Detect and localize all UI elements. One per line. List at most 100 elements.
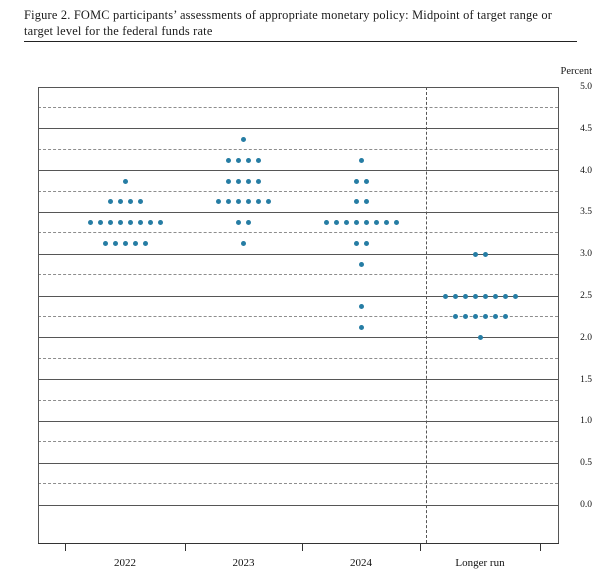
fomc-dot bbox=[472, 251, 478, 257]
fomc-dot bbox=[117, 199, 123, 205]
y-axis-tick-label: 4.5 bbox=[580, 123, 592, 134]
gridline-dashed bbox=[38, 232, 558, 234]
fomc-dot bbox=[97, 220, 103, 226]
gridline-solid bbox=[38, 420, 558, 422]
gridline-dashed bbox=[38, 190, 558, 192]
x-axis-category-label: 2022 bbox=[114, 557, 136, 569]
fomc-dot bbox=[157, 220, 163, 226]
fomc-dot bbox=[226, 178, 231, 184]
fomc-dot bbox=[87, 220, 93, 226]
gridline-solid bbox=[38, 253, 558, 255]
fomc-dot bbox=[477, 335, 483, 341]
fomc-dot bbox=[358, 303, 364, 309]
fomc-dot bbox=[246, 178, 251, 184]
fomc-dot bbox=[363, 199, 369, 205]
axis-tick bbox=[302, 544, 303, 551]
fomc-dot bbox=[383, 220, 389, 226]
fomc-dot bbox=[216, 199, 221, 205]
gridline-dashed bbox=[38, 106, 558, 108]
fomc-dot bbox=[502, 293, 508, 299]
fomc-dot bbox=[472, 314, 478, 320]
y-axis-tick-label: 0.0 bbox=[580, 500, 592, 510]
axis-tick bbox=[540, 544, 541, 551]
fomc-dot bbox=[363, 178, 369, 184]
fomc-dot bbox=[462, 314, 468, 320]
axis-bottom bbox=[38, 543, 559, 544]
fomc-dot bbox=[236, 178, 241, 184]
x-axis-category-label: 2024 bbox=[350, 557, 372, 569]
fomc-dot bbox=[462, 293, 468, 299]
y-axis-tick-label: 1.0 bbox=[580, 416, 592, 427]
longer-run-separator bbox=[426, 87, 427, 543]
fomc-dot bbox=[137, 220, 143, 226]
fomc-dot bbox=[442, 293, 448, 299]
y-axis-tick-label: 5.0 bbox=[580, 82, 592, 92]
fomc-dot bbox=[333, 220, 339, 226]
fomc-dot bbox=[512, 293, 518, 299]
gridline-dashed bbox=[38, 399, 558, 401]
gridline-solid bbox=[38, 337, 558, 339]
fomc-dot bbox=[127, 199, 133, 205]
fomc-dot bbox=[107, 199, 113, 205]
fomc-dot bbox=[102, 241, 108, 247]
axis-tick bbox=[185, 544, 186, 551]
fomc-dot bbox=[226, 199, 231, 205]
gridline-solid bbox=[38, 504, 558, 506]
fomc-dot bbox=[112, 241, 118, 247]
fomc-dot bbox=[502, 314, 508, 320]
gridline-solid bbox=[38, 379, 558, 381]
gridline-solid bbox=[38, 170, 558, 172]
gridline-solid bbox=[38, 86, 558, 88]
axis-tick bbox=[420, 544, 421, 551]
fomc-dot bbox=[236, 220, 241, 226]
fomc-dot bbox=[482, 251, 488, 257]
gridline-dashed bbox=[38, 274, 558, 276]
gridline-dashed bbox=[38, 441, 558, 443]
y-axis-tick-label: 4.0 bbox=[580, 165, 592, 176]
fomc-dot bbox=[132, 241, 138, 247]
x-axis-category-label: Longer run bbox=[455, 557, 505, 569]
y-axis-tick-label: 3.0 bbox=[580, 249, 592, 260]
fomc-dot bbox=[122, 241, 128, 247]
gridline-dashed bbox=[38, 315, 558, 317]
y-axis-tick-label: 1.5 bbox=[580, 374, 592, 385]
gridline-solid bbox=[38, 295, 558, 297]
gridline-solid bbox=[38, 211, 558, 213]
fomc-dot bbox=[353, 241, 359, 247]
fomc-dot bbox=[452, 314, 458, 320]
fomc-dot bbox=[246, 199, 251, 205]
fomc-dot bbox=[353, 220, 359, 226]
fomc-dot bbox=[358, 324, 364, 330]
gridline-dashed bbox=[38, 148, 558, 150]
figure-title: Figure 2. FOMC participants’ assessments… bbox=[24, 8, 553, 39]
fomc-dot bbox=[323, 220, 329, 226]
fomc-dot bbox=[492, 314, 498, 320]
fomc-dot bbox=[137, 199, 143, 205]
fomc-dot bbox=[122, 178, 128, 184]
fomc-dot bbox=[127, 220, 133, 226]
fomc-dot bbox=[241, 136, 246, 142]
y-axis-unit-label: Percent bbox=[560, 66, 593, 77]
fomc-dot bbox=[226, 157, 231, 163]
fomc-dot bbox=[246, 220, 251, 226]
fomc-dot bbox=[117, 220, 123, 226]
x-axis-category-label: 2023 bbox=[232, 557, 255, 569]
fomc-dot bbox=[107, 220, 113, 226]
fomc-dot bbox=[363, 220, 369, 226]
fomc-dot bbox=[393, 220, 399, 226]
y-axis-tick-label: 2.0 bbox=[580, 332, 592, 343]
gridline-solid bbox=[38, 462, 558, 464]
gridline-dashed bbox=[38, 483, 558, 485]
fomc-dot bbox=[482, 293, 488, 299]
y-axis-tick-label: 3.5 bbox=[580, 207, 592, 218]
fomc-dot bbox=[256, 178, 261, 184]
axis-left bbox=[38, 87, 39, 543]
fomc-dot bbox=[246, 157, 251, 163]
fomc-dot bbox=[373, 220, 379, 226]
fomc-dot bbox=[353, 178, 359, 184]
y-axis-tick-label: 0.5 bbox=[580, 458, 592, 469]
gridline-solid bbox=[38, 128, 558, 130]
fomc-dot bbox=[241, 241, 246, 247]
